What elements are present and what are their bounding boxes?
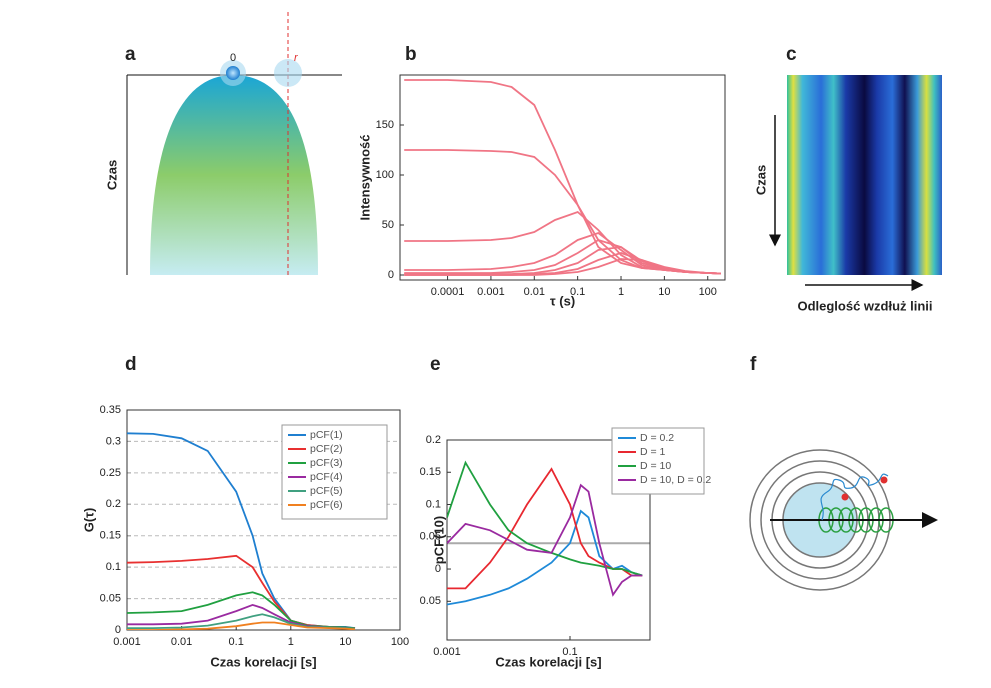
legend-label: D = 0.2 [640, 432, 674, 444]
series-line [447, 483, 643, 597]
y-label: Czas [753, 165, 768, 195]
x-label: τ (s) [550, 293, 575, 308]
panel-label: d [125, 354, 137, 375]
x-tick-label: 1 [288, 636, 294, 648]
x-tick-label: 1 [618, 286, 624, 298]
x-tick-label: 0.001 [477, 286, 505, 298]
x-tick-label: 0.1 [562, 646, 577, 658]
origin-label: 0 [230, 52, 236, 64]
panel-label: b [405, 44, 417, 65]
legend-label: pCF(6) [310, 499, 343, 511]
plot-frame [446, 439, 651, 641]
x-label: Czas korelacji [s] [210, 654, 316, 669]
trajectory [820, 473, 889, 521]
y-tick-label: 0.25 [100, 467, 121, 479]
y-tick-label: 0 [435, 563, 441, 575]
y-tick-label: 0.1 [106, 561, 121, 573]
particle [226, 66, 240, 80]
series-line [127, 613, 356, 630]
panel-label: f [750, 354, 757, 375]
chart: d 0 0.05 0.1 0.15 0.2 0.25 0.3 0.35 0.001 0.01 0.1 1… [81, 354, 409, 669]
y-tick-label: 150 [376, 119, 394, 131]
x-label: Odleglość wzdłuż linii [797, 298, 932, 313]
y-tick-label: 0.2 [106, 498, 121, 510]
y-tick-label: 50 [382, 219, 394, 231]
legend-label: pCF(5) [310, 485, 343, 497]
y-tick-label: 0.15 [100, 530, 121, 542]
offset-label: r [294, 52, 299, 64]
x-tick-label: 0.001 [433, 646, 461, 658]
y-label: Czas [104, 160, 119, 190]
diagram-a: a 0 r Czas [104, 12, 342, 275]
panel-label: a [125, 44, 136, 65]
legend-label: D = 10 [640, 460, 671, 472]
y-tick-label: 0.15 [420, 466, 441, 478]
y-tick-label: 0.35 [100, 404, 121, 416]
x-tick-label: 100 [391, 636, 409, 648]
y-label: Intensywność [357, 135, 372, 221]
chart: b 0 50 100 150 0.0001 0.001 0.01 0.1 1 10 100 Intens… [357, 44, 726, 308]
plot-frame [126, 409, 401, 631]
x-tick-label: 0.1 [570, 286, 585, 298]
legend-label: D = 10, D = 0.2 [640, 474, 711, 486]
x-tick-label: 10 [658, 286, 670, 298]
chart: e 0.2 0.15 0.1 0.05 0 0.05 0.001 0.1 D = 0.2 D = 1… [420, 354, 712, 669]
y-tick-label: 0.05 [420, 595, 441, 607]
y-tick-label: 0.05 [100, 592, 121, 604]
x-tick-label: 0.001 [113, 636, 141, 648]
series-line [404, 210, 721, 275]
series-line [447, 460, 643, 577]
legend-label: pCF(2) [310, 443, 343, 455]
legend-label: pCF(3) [310, 457, 343, 469]
series-line [127, 621, 356, 630]
x-tick-label: 10 [339, 636, 351, 648]
cone [150, 75, 318, 275]
legend-label: D = 1 [640, 446, 666, 458]
legend-label: pCF(1) [310, 429, 343, 441]
series-line [404, 79, 721, 275]
series-line [447, 509, 643, 606]
x-tick-label: 0.01 [524, 286, 545, 298]
y-tick-label: 0.2 [426, 434, 441, 446]
diagram-c: c Czas Odleglość wzdłuż linii [753, 44, 942, 313]
y-tick-label: 0.1 [426, 498, 441, 510]
panel-label: c [786, 44, 797, 65]
legend-box [281, 424, 388, 520]
kymograph [787, 75, 942, 275]
series-line [404, 258, 721, 276]
particle [841, 493, 849, 501]
x-label: Czas korelacji [s] [495, 654, 601, 669]
y-tick-label: 0.05 [420, 531, 441, 543]
y-label: pCF(10) [431, 516, 446, 564]
panel-label: e [430, 354, 441, 375]
x-tick-label: 0.0001 [431, 286, 465, 298]
x-tick-label: 0.1 [229, 636, 244, 648]
particle [880, 476, 888, 484]
y-label: G(τ) [81, 508, 96, 533]
x-tick-label: 100 [699, 286, 717, 298]
y-tick-label: 0.3 [106, 435, 121, 447]
spot [274, 59, 302, 87]
x-tick-label: 0.01 [171, 636, 192, 648]
plot-frame [399, 74, 726, 281]
y-tick-label: 100 [376, 169, 394, 181]
diagram-f: f [749, 354, 938, 591]
y-tick-label: 0 [115, 624, 121, 636]
legend-label: pCF(4) [310, 471, 343, 483]
y-tick-label: 0 [388, 269, 394, 281]
